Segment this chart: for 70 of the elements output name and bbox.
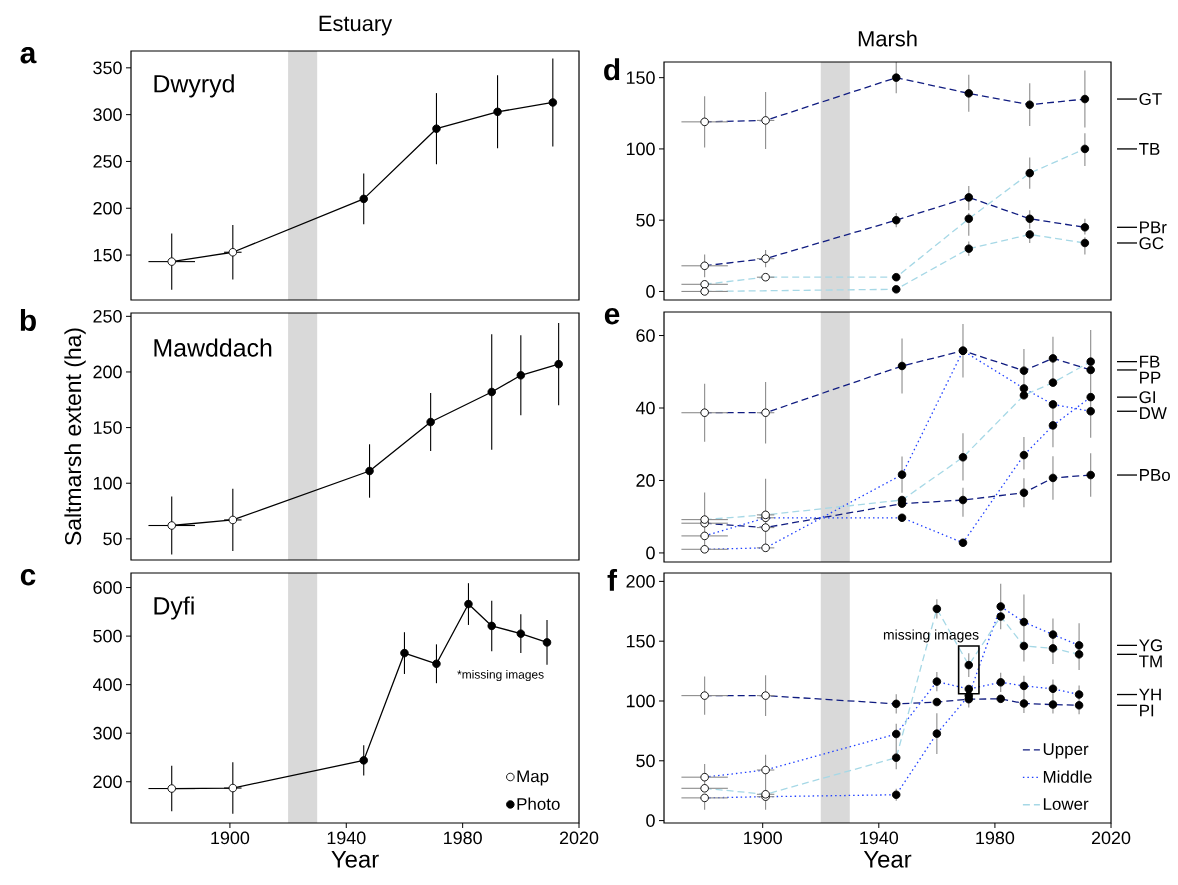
text: PP [1140,371,1161,384]
text: PI [1140,704,1154,717]
y-tick-label: 150 [93,248,122,262]
y-tick-label: 400 [92,678,122,691]
y-tick-label: 150 [626,634,655,648]
text: GI [1139,391,1155,404]
x-tick-label: 2020 [559,831,599,845]
y-tick-label: 300 [93,726,122,740]
text: PBr [1140,221,1167,234]
y-tick-label: 200 [93,775,122,789]
y-tick-label: 250 [93,309,122,323]
y-tick-label: 600 [93,581,122,594]
legend-label: Upper [1043,743,1089,759]
y-tick-label: 150 [626,71,655,85]
y-tick-label: 250 [93,155,122,168]
text: a [20,47,37,64]
x-tick-label: 1940 [327,831,366,845]
x-tick-label: 1980 [444,831,482,845]
y-tick-label: 50 [636,213,655,227]
x-tick-label: 1900 [211,831,250,845]
text: TM [1139,655,1162,668]
y-tick-label: 50 [636,754,655,768]
chart-title: Estuary [319,15,393,36]
y-tick-label: 350 [93,61,122,75]
x-tick-label: 1900 [744,831,782,845]
y-tick-label: 300 [93,108,122,121]
text: b [20,309,36,332]
x-tick-label: 2020 [1091,831,1131,845]
x-axis-title: Year [331,851,379,868]
text: e [604,308,620,325]
y-tick-label: 50 [103,532,122,546]
text: Dwyryd [154,74,234,98]
text: YG [1139,639,1162,652]
y-tick-label: 200 [93,365,122,379]
text: Mawddach [154,338,272,357]
y-tick-label: 20 [636,474,655,487]
legend-label: Middle [1043,770,1092,783]
annotation: missing images [883,629,979,643]
y-tick-label: 40 [635,401,655,415]
y-tick-label: 0 [646,546,655,560]
y-tick-label: 500 [93,629,122,643]
text: FB [1140,355,1160,368]
y-axis-title: Saltmarsh extent (ha) [64,328,86,545]
y-tick-label: 0 [646,285,655,298]
y-tick-label: 0 [646,814,655,827]
text: GT [1139,93,1162,106]
y-tick-label: 100 [93,476,122,490]
text: TB [1139,143,1160,155]
text: GC [1139,237,1164,250]
text: c [20,569,36,586]
x-axis-title: Year [863,851,912,868]
text: f [607,569,618,591]
y-tick-label: 60 [636,329,655,342]
legend-label: Lower [1043,798,1089,810]
legend-label: Map [517,770,549,786]
x-tick-label: 1980 [976,831,1015,845]
chart-title: Marsh [858,30,917,47]
x-tick-label: 1940 [860,831,899,845]
y-tick-label: 100 [626,694,655,708]
annotation: *missing images [457,669,544,682]
legend-label: Photo [517,797,560,810]
y-tick-label: 200 [93,201,122,215]
y-tick-label: 200 [626,575,655,588]
y-tick-label: 150 [93,421,122,434]
text: d [604,58,620,81]
text: YH [1139,688,1161,701]
y-tick-label: 100 [626,142,655,156]
text: PBo [1140,469,1170,481]
text: DW [1140,407,1167,419]
text: Dyfi [154,596,194,620]
